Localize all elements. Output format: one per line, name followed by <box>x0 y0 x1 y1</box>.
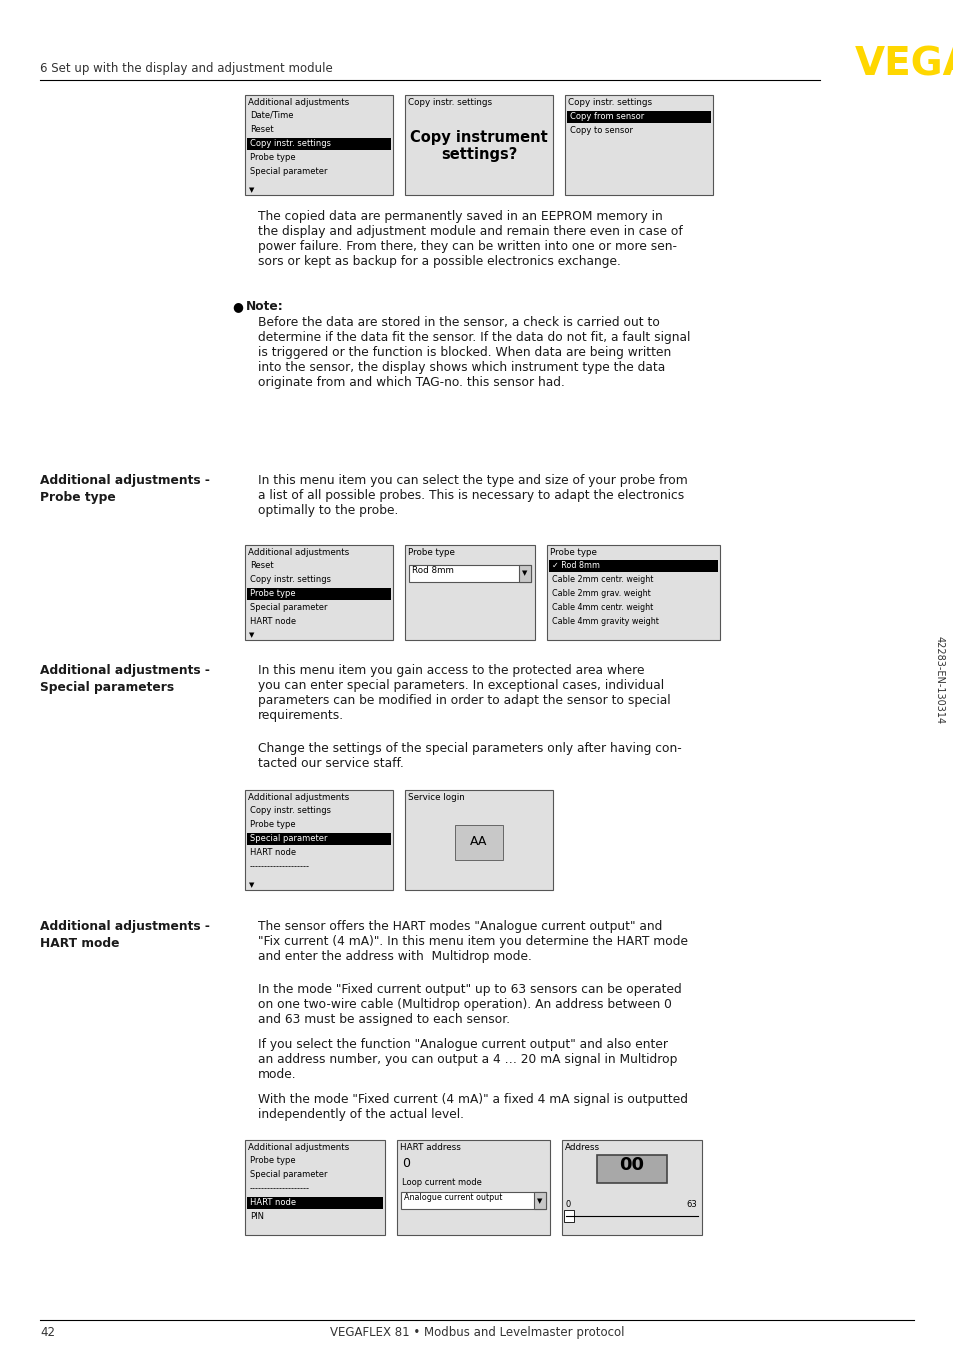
Bar <box>409 565 531 582</box>
Bar <box>245 95 393 195</box>
Text: HART node: HART node <box>250 848 295 857</box>
Text: Change the settings of the special parameters only after having con-
tacted our : Change the settings of the special param… <box>257 742 681 770</box>
Text: --------------------: -------------------- <box>250 862 310 871</box>
Text: Reset: Reset <box>250 125 274 134</box>
Text: VEGA: VEGA <box>854 45 953 83</box>
Text: Date/Time: Date/Time <box>250 111 294 121</box>
Text: HART mode: HART mode <box>40 937 119 951</box>
Text: ▼: ▼ <box>537 1198 542 1204</box>
Text: Copy instrument: Copy instrument <box>410 130 547 145</box>
Bar <box>245 1140 385 1235</box>
Bar <box>546 546 720 640</box>
Text: AA: AA <box>470 835 487 848</box>
Text: The sensor offers the HART modes "Analogue current output" and
"Fix current (4 m: The sensor offers the HART modes "Analog… <box>257 919 687 963</box>
Text: Copy instr. settings: Copy instr. settings <box>250 139 331 148</box>
Text: ▼: ▼ <box>521 570 527 575</box>
Text: 42: 42 <box>40 1326 55 1339</box>
Text: ▼: ▼ <box>249 187 254 194</box>
Text: Probe type: Probe type <box>250 1156 295 1164</box>
Bar <box>245 789 393 890</box>
Bar <box>245 546 393 640</box>
Text: Probe type: Probe type <box>550 548 597 556</box>
Bar <box>561 1140 701 1235</box>
Text: Additional adjustments: Additional adjustments <box>248 548 349 556</box>
Text: ✓ Rod 8mm: ✓ Rod 8mm <box>552 561 599 570</box>
Text: Probe type: Probe type <box>408 548 455 556</box>
Bar <box>247 588 391 600</box>
Text: settings?: settings? <box>440 148 517 162</box>
Text: Before the data are stored in the sensor, a check is carried out to
determine if: Before the data are stored in the sensor… <box>257 315 690 389</box>
Bar <box>247 1197 382 1209</box>
Text: 00: 00 <box>618 1156 644 1174</box>
Text: Copy instr. settings: Copy instr. settings <box>250 575 331 584</box>
Text: Probe type: Probe type <box>250 153 295 162</box>
Text: Cable 2mm grav. weight: Cable 2mm grav. weight <box>552 589 650 598</box>
Text: Address: Address <box>564 1143 599 1152</box>
Text: Analogue current output: Analogue current output <box>403 1193 502 1202</box>
Bar <box>405 546 535 640</box>
Text: Additional adjustments: Additional adjustments <box>248 97 349 107</box>
Bar <box>455 825 502 860</box>
Text: HART node: HART node <box>250 1198 295 1206</box>
Text: In this menu item you gain access to the protected area where
you can enter spec: In this menu item you gain access to the… <box>257 663 670 722</box>
Text: Copy instr. settings: Copy instr. settings <box>408 97 492 107</box>
Text: Cable 4mm centr. weight: Cable 4mm centr. weight <box>552 603 653 612</box>
Text: Probe type: Probe type <box>250 821 295 829</box>
Bar <box>563 1210 574 1223</box>
Text: Cable 2mm centr. weight: Cable 2mm centr. weight <box>552 575 653 584</box>
Text: Additional adjustments -: Additional adjustments - <box>40 474 210 487</box>
Bar <box>396 1140 550 1235</box>
Text: Additional adjustments -: Additional adjustments - <box>40 663 210 677</box>
Bar <box>247 833 391 845</box>
Text: If you select the function "Analogue current output" and also enter
an address n: If you select the function "Analogue cur… <box>257 1039 677 1080</box>
Text: 0: 0 <box>401 1158 410 1170</box>
Text: PIN: PIN <box>250 1212 264 1221</box>
Text: VEGAFLEX 81 • Modbus and Levelmaster protocol: VEGAFLEX 81 • Modbus and Levelmaster pro… <box>330 1326 623 1339</box>
Text: Loop current mode: Loop current mode <box>401 1178 481 1187</box>
Text: HART address: HART address <box>399 1143 460 1152</box>
Text: Service login: Service login <box>408 793 464 802</box>
Bar <box>597 1155 666 1183</box>
Text: Probe type: Probe type <box>40 492 115 504</box>
Text: Note:: Note: <box>246 301 283 313</box>
Bar <box>518 565 531 582</box>
Text: 6 Set up with the display and adjustment module: 6 Set up with the display and adjustment… <box>40 62 333 74</box>
Bar <box>400 1192 545 1209</box>
Text: Special parameter: Special parameter <box>250 834 327 844</box>
Text: Cable 4mm gravity weight: Cable 4mm gravity weight <box>552 617 659 626</box>
Bar <box>247 138 391 150</box>
Text: In the mode "Fixed current output" up to 63 sensors can be operated
on one two-w: In the mode "Fixed current output" up to… <box>257 983 681 1026</box>
Text: Additional adjustments: Additional adjustments <box>248 793 349 802</box>
Bar <box>548 561 718 571</box>
Text: ▼: ▼ <box>249 881 254 888</box>
Text: Copy to sensor: Copy to sensor <box>569 126 633 135</box>
Text: ▼: ▼ <box>249 632 254 638</box>
Text: Special parameter: Special parameter <box>250 603 327 612</box>
Text: The copied data are permanently saved in an EEPROM memory in
the display and adj: The copied data are permanently saved in… <box>257 210 682 268</box>
Text: Additional adjustments: Additional adjustments <box>248 1143 349 1152</box>
Text: In this menu item you can select the type and size of your probe from
a list of : In this menu item you can select the typ… <box>257 474 687 517</box>
Text: --------------------: -------------------- <box>250 1183 310 1193</box>
Text: 0: 0 <box>565 1200 571 1209</box>
Bar <box>566 111 710 123</box>
Text: Special parameter: Special parameter <box>250 1170 327 1179</box>
Text: Special parameter: Special parameter <box>250 167 327 176</box>
Text: ●: ● <box>232 301 243 313</box>
Text: Reset: Reset <box>250 561 274 570</box>
Text: With the mode "Fixed current (4 mA)" a fixed 4 mA signal is outputted
independen: With the mode "Fixed current (4 mA)" a f… <box>257 1093 687 1121</box>
Text: Copy instr. settings: Copy instr. settings <box>250 806 331 815</box>
Bar <box>534 1192 545 1209</box>
Bar <box>564 95 712 195</box>
Bar <box>405 789 553 890</box>
Text: Additional adjustments -: Additional adjustments - <box>40 919 210 933</box>
Bar <box>405 95 553 195</box>
Text: Probe type: Probe type <box>250 589 295 598</box>
Text: Copy instr. settings: Copy instr. settings <box>567 97 652 107</box>
Text: 63: 63 <box>685 1200 697 1209</box>
Text: HART node: HART node <box>250 617 295 626</box>
Text: Special parameters: Special parameters <box>40 681 174 695</box>
Text: Rod 8mm: Rod 8mm <box>412 566 454 575</box>
Text: Copy from sensor: Copy from sensor <box>569 112 643 121</box>
Text: 42283-EN-130314: 42283-EN-130314 <box>934 636 944 724</box>
